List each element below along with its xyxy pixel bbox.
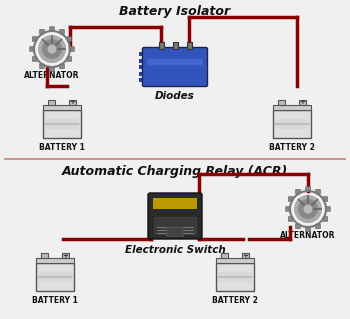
FancyBboxPatch shape [60, 64, 64, 69]
FancyBboxPatch shape [288, 197, 293, 201]
FancyBboxPatch shape [67, 37, 72, 41]
Text: Diodes: Diodes [155, 91, 195, 101]
Bar [273, 105, 311, 110]
Bar [273, 110, 311, 138]
Bar [43, 110, 81, 138]
Bar [147, 59, 203, 65]
Text: +: + [243, 253, 248, 258]
Bar [275, 119, 309, 129]
Bar [218, 272, 252, 282]
Bar [139, 58, 144, 63]
Bar [139, 52, 144, 56]
Circle shape [284, 185, 332, 233]
Circle shape [303, 204, 313, 213]
FancyBboxPatch shape [296, 189, 300, 194]
FancyBboxPatch shape [286, 207, 290, 211]
FancyBboxPatch shape [326, 207, 330, 211]
Text: ALTERNATOR: ALTERNATOR [24, 71, 80, 80]
FancyBboxPatch shape [40, 29, 44, 34]
FancyBboxPatch shape [148, 193, 202, 239]
FancyBboxPatch shape [323, 217, 328, 221]
FancyBboxPatch shape [33, 37, 37, 41]
FancyBboxPatch shape [40, 64, 44, 69]
Bar [45, 119, 79, 129]
FancyBboxPatch shape [316, 224, 320, 229]
Bar [139, 71, 144, 76]
Text: BATTERY 2: BATTERY 2 [212, 296, 258, 305]
Bar [48, 100, 55, 105]
Text: +: + [70, 100, 76, 106]
Bar [62, 253, 69, 258]
Circle shape [42, 39, 62, 59]
FancyBboxPatch shape [323, 197, 328, 201]
FancyBboxPatch shape [60, 29, 64, 34]
Bar [221, 253, 228, 258]
Circle shape [298, 199, 318, 219]
FancyBboxPatch shape [316, 189, 320, 194]
Bar [38, 272, 72, 282]
FancyBboxPatch shape [67, 57, 72, 61]
FancyBboxPatch shape [167, 227, 183, 236]
FancyBboxPatch shape [142, 48, 208, 86]
Text: Electronic Switch: Electronic Switch [125, 245, 225, 255]
Bar [154, 217, 196, 234]
FancyBboxPatch shape [33, 57, 37, 61]
Text: BATTERY 1: BATTERY 1 [32, 296, 78, 305]
Bar [139, 78, 144, 82]
FancyBboxPatch shape [30, 47, 34, 51]
Bar [139, 65, 144, 69]
Circle shape [28, 25, 76, 73]
Circle shape [38, 35, 66, 63]
Bar [173, 42, 177, 49]
FancyBboxPatch shape [288, 217, 293, 221]
Bar [242, 253, 249, 258]
Text: Automatic Charging Relay (ACR): Automatic Charging Relay (ACR) [62, 165, 288, 178]
FancyBboxPatch shape [70, 47, 74, 51]
Text: Battery Isolator: Battery Isolator [119, 5, 231, 18]
FancyBboxPatch shape [296, 224, 300, 229]
Bar [36, 258, 74, 263]
Text: BATTERY 2: BATTERY 2 [269, 143, 315, 152]
FancyBboxPatch shape [50, 27, 54, 31]
Bar [41, 253, 48, 258]
Text: +: + [300, 100, 306, 106]
Circle shape [48, 44, 56, 54]
Text: BATTERY 1: BATTERY 1 [39, 143, 85, 152]
Bar [153, 198, 197, 209]
Circle shape [294, 195, 322, 223]
Text: +: + [63, 253, 69, 258]
Bar [43, 105, 81, 110]
Bar [187, 42, 191, 49]
Text: ALTERNATOR: ALTERNATOR [280, 231, 336, 240]
Bar [216, 263, 254, 291]
Bar [278, 100, 285, 105]
Bar [36, 263, 74, 291]
Bar [159, 42, 163, 49]
Bar [69, 100, 76, 105]
FancyBboxPatch shape [306, 187, 310, 191]
Bar [299, 100, 306, 105]
Bar [216, 258, 254, 263]
FancyBboxPatch shape [306, 227, 310, 231]
FancyBboxPatch shape [50, 67, 54, 71]
